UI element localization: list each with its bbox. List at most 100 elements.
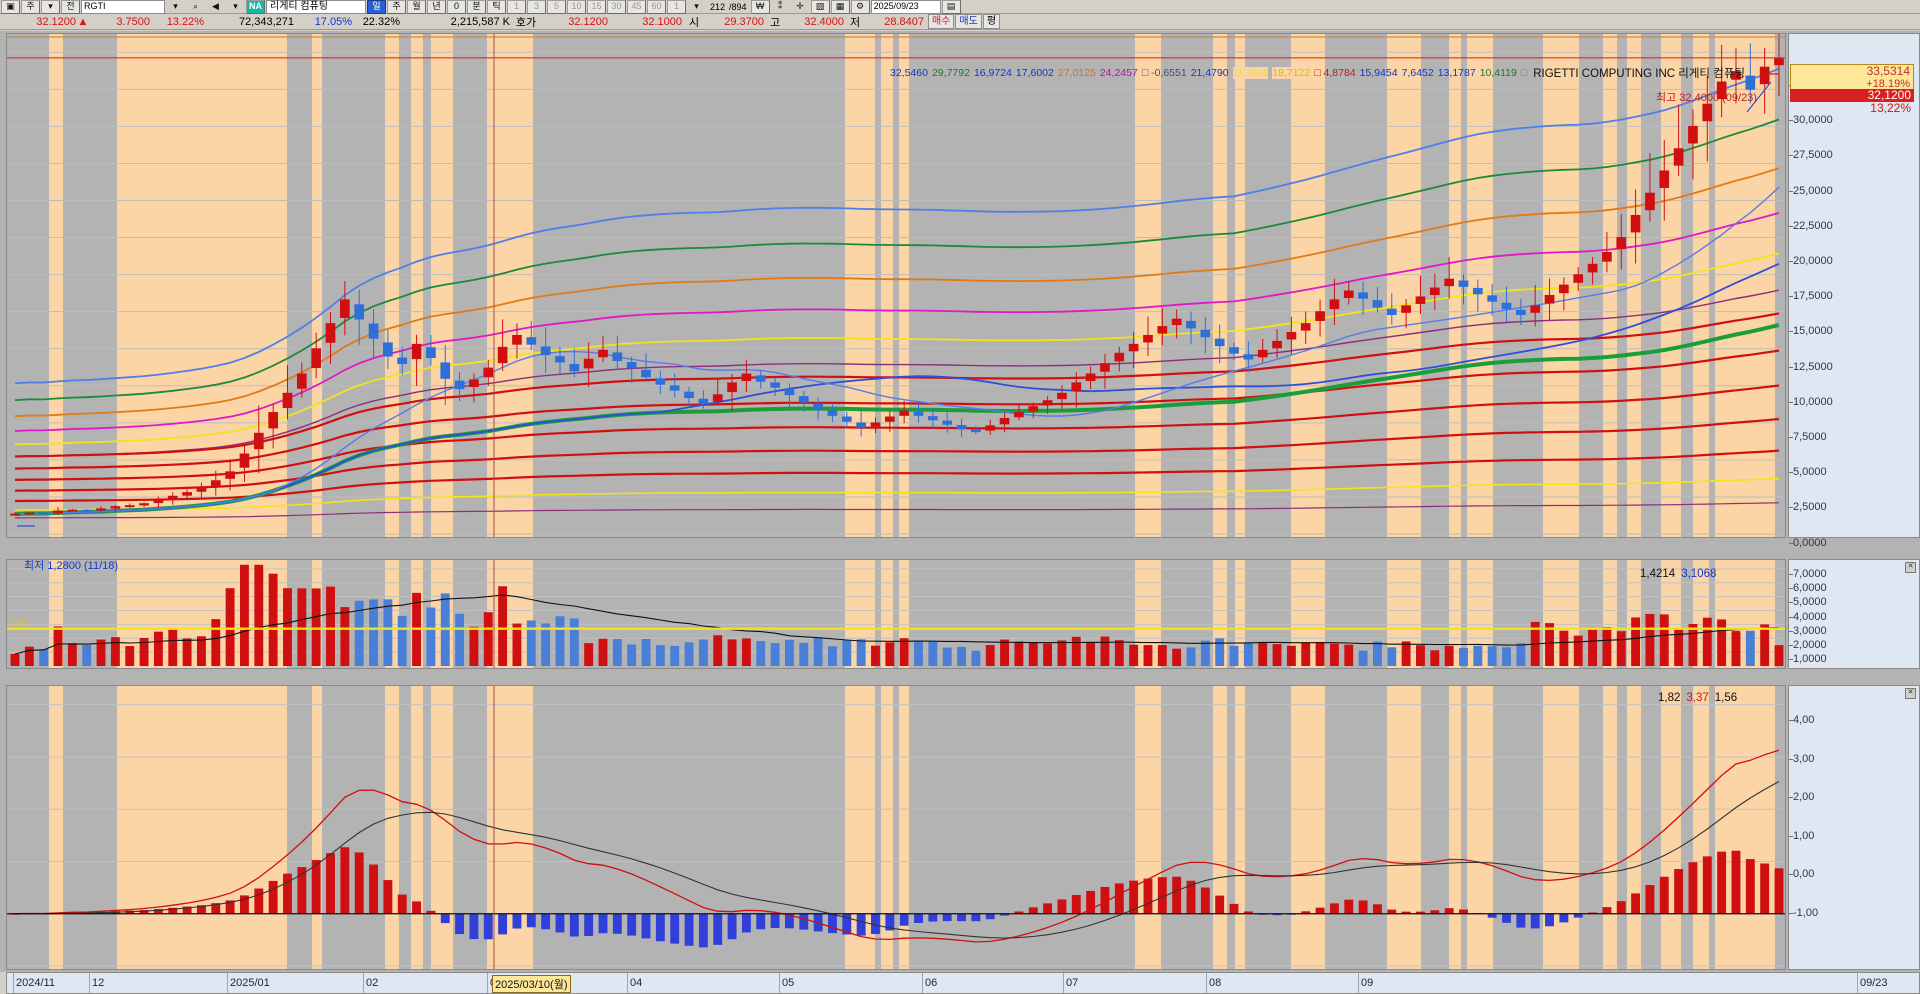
calendar-icon[interactable]: ▤	[941, 0, 961, 14]
move-icon[interactable]: ✛	[796, 1, 804, 11]
legend-value-11: 15,9454	[1359, 67, 1398, 79]
crosshair-icon[interactable]: ⁑	[777, 1, 783, 11]
date-label-5: 04	[630, 977, 643, 989]
minute-15-button[interactable]: 15	[587, 0, 606, 14]
volume-panel[interactable]: 2,69	[6, 559, 1786, 669]
price-axis[interactable]: 32,500030,000027,500025,000022,500020,00…	[1788, 33, 1920, 549]
open-price: 29.3700	[724, 15, 764, 28]
period-week-button[interactable]: 주	[387, 0, 406, 14]
quote-change: 3.7500	[116, 15, 150, 28]
low-price: 28.8407	[884, 15, 924, 28]
window-restore-icon[interactable]: ▣	[1, 0, 20, 14]
price-axis-tick: 25,0000	[1789, 184, 1833, 197]
macd-chart-svg	[7, 686, 1785, 969]
macd-axis-tick: 0,00	[1788, 868, 1815, 880]
macd-value-0: 1,82	[1658, 692, 1681, 704]
cursor-date-label: 2025/03/10(월)	[492, 975, 571, 993]
date-label-0: 2024/11	[16, 977, 55, 989]
macd-axis-tick: 3,00	[1788, 752, 1815, 765]
currency-icon[interactable]: ₩	[750, 0, 770, 14]
macd-panel[interactable]	[6, 685, 1786, 970]
period-year-button[interactable]: 년	[427, 0, 446, 14]
all-market-button[interactable]: 전	[61, 0, 80, 14]
minute-30-button[interactable]: 30	[607, 0, 626, 14]
volume-axis-tick: 7,0000	[1789, 568, 1827, 580]
ask-price: 32.1200	[568, 15, 608, 28]
current-price-badge: 32,1200	[1790, 89, 1914, 102]
macd-axis-tick: 2,00	[1788, 791, 1815, 803]
high-badge-percent: +18.19%	[1866, 78, 1910, 90]
price-panel[interactable]	[6, 33, 1786, 538]
price-axis-tick: 5,0000	[1789, 466, 1827, 479]
low-label: 저	[849, 16, 861, 29]
minute-custom-button[interactable]: 1	[667, 0, 686, 14]
sell-button[interactable]: 매도	[955, 14, 982, 29]
search-icon[interactable]: ⌕	[192, 1, 199, 11]
market-dropdown-icon[interactable]: ▾	[41, 0, 60, 14]
price-axis-tick: 2,5000	[1789, 501, 1827, 514]
period-tick-button[interactable]: 틱	[487, 0, 506, 14]
volume-panel-close-icon[interactable]: ✕	[1905, 562, 1916, 573]
quote-arrow-up-icon: ▲	[77, 15, 89, 28]
price-axis-tick: 10,0000	[1789, 395, 1833, 408]
chart-area: 32,5460 29,7792 16,9724 17,6002 27,0125 24,24…	[0, 31, 1920, 994]
legend-value-2: 16,9724	[973, 67, 1012, 79]
period-low-annotation: 최저 1,2800 (11/18)	[24, 560, 119, 572]
date-label-6: 05	[782, 977, 795, 989]
price-axis-tick: 20,0000	[1789, 255, 1833, 267]
market-select-button[interactable]: 주	[21, 0, 40, 14]
volume-value-0: 1,4214	[1640, 568, 1676, 580]
layout-icon[interactable]: ▦	[830, 0, 850, 14]
svg-text:2,69: 2,69	[10, 619, 28, 629]
bar-count-value: 212	[710, 1, 726, 12]
bid-price: 32.1000	[642, 15, 682, 28]
minute-dropdown-icon[interactable]: ▾	[694, 1, 699, 11]
legend-value-14: 10,4119	[1479, 67, 1517, 79]
minute-5-button[interactable]: 5	[547, 0, 566, 14]
grid-icon[interactable]: ▧	[810, 0, 830, 14]
macd-value-1: 3,37	[1686, 692, 1709, 704]
buy-button[interactable]: 매수	[928, 14, 955, 29]
high-price-badge: 33,5314 +18.19%	[1790, 64, 1914, 92]
period-day-button[interactable]: 일	[367, 0, 386, 14]
period-month-button[interactable]: 월	[407, 0, 426, 14]
quote-volume: 72,343,271	[238, 15, 294, 28]
minute-60-button[interactable]: 60	[647, 0, 666, 14]
volume-axis[interactable]: 7,0000 6,0000 5,0000 4,0000 3,0000 2,0000 1,00…	[1788, 559, 1920, 669]
period-zero-button[interactable]: 0	[447, 0, 466, 14]
volume-axis-tick: 2,0000	[1789, 639, 1827, 651]
back-arrow-icon[interactable]: ◀	[212, 1, 219, 11]
volume-axis-tick: 3,0000	[1789, 624, 1827, 637]
legend-value-10: □ 4,8784	[1314, 67, 1356, 79]
symbol-input[interactable]: RGTI	[81, 0, 165, 14]
main-toolbar: ▣ 주 ▾ 전 RGTI ▾ ⌕ ◀ ▾ NA 리게티 컴퓨팅 일 주 월 년 …	[0, 0, 1920, 14]
back-dropdown-icon[interactable]: ▾	[233, 1, 238, 11]
legend-value-4: 27,0125	[1057, 67, 1096, 79]
high-badge-value: 33,5314	[1866, 64, 1910, 78]
date-label-8: 07	[1066, 977, 1079, 989]
legend-title: RIGETTI COMPUTING INC 리게티 컴퓨팅	[1533, 68, 1745, 80]
date-input[interactable]: 2025/09/23	[870, 0, 941, 14]
minute-10-button[interactable]: 10	[567, 0, 586, 14]
legend-value-6: □ -0,6551	[1141, 67, 1187, 79]
legend-value-13: 13,1787	[1437, 67, 1476, 79]
macd-axis[interactable]: 4,00 3,00 2,00 1,00 0,00 -1,00	[1788, 685, 1920, 970]
current-price-percent: 13,22%	[1870, 101, 1911, 115]
symbol-dropdown-icon[interactable]: ▾	[173, 1, 178, 11]
macd-panel-close-icon[interactable]: ✕	[1905, 688, 1916, 699]
volume-legend: 1,4214 3,1068	[1640, 568, 1722, 580]
minute-45-button[interactable]: 45	[627, 0, 646, 14]
open-label: 시	[688, 16, 700, 29]
price-legend: 32,5460 29,7792 16,9724 17,6002 27,0125 24,24…	[890, 65, 1745, 81]
symbol-name-field[interactable]: 리게티 컴퓨팅	[266, 0, 366, 14]
legend-value-0: 32,5460	[890, 67, 928, 79]
volume-chart-svg: 2,69	[7, 560, 1785, 668]
average-button[interactable]: 평	[982, 14, 1001, 29]
period-minute-button[interactable]: 분	[467, 0, 486, 14]
legend-value-9: 18,7122	[1272, 67, 1311, 79]
minute-1-button[interactable]: 1	[507, 0, 526, 14]
settings-gear-icon[interactable]: ⚙	[850, 0, 870, 14]
minute-3-button[interactable]: 3	[527, 0, 546, 14]
date-label-9: 08	[1209, 977, 1222, 989]
